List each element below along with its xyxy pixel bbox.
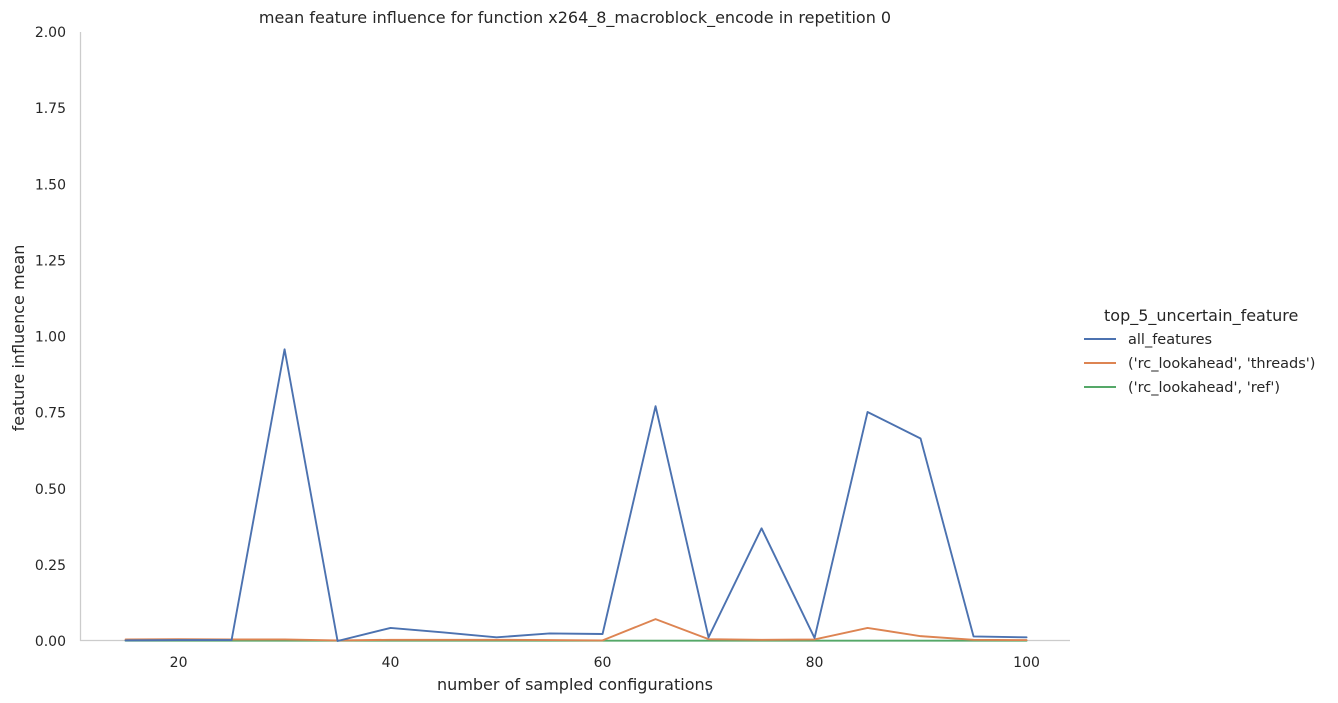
x-ticks: 20 40 60 80 100 — [170, 655, 1040, 671]
y-tick-label: 1.50 — [35, 177, 66, 193]
y-tick-label: 2.00 — [35, 25, 66, 41]
x-tick-label: 20 — [170, 655, 188, 671]
legend-label: all_features — [1128, 332, 1212, 348]
x-tick-label: 40 — [382, 655, 400, 671]
legend-title: top_5_uncertain_feature — [1104, 306, 1298, 326]
legend-items: all_features ('rc_lookahead', 'threads') (… — [1084, 332, 1315, 396]
series-line — [124, 618, 1028, 642]
y-tick-label: 1.75 — [35, 101, 66, 117]
x-tick-label: 80 — [806, 655, 824, 671]
axes — [79, 32, 1070, 642]
y-tick-label: 0.50 — [35, 482, 66, 498]
chart-title: mean feature influence for function x264… — [259, 8, 891, 28]
legend: top_5_uncertain_feature all_features ('rc… — [1084, 306, 1315, 396]
x-tick-label: 100 — [1013, 655, 1040, 671]
y-tick-label: 0.00 — [35, 634, 66, 650]
y-tick-label: 1.25 — [35, 253, 66, 269]
series-lines — [124, 348, 1028, 642]
x-tick-label: 60 — [594, 655, 612, 671]
y-tick-label: 1.00 — [35, 330, 66, 346]
y-ticks: 0.00 0.25 0.50 0.75 1.00 1.25 1.50 1.75 2.00 — [35, 25, 66, 650]
x-axis-label: number of sampled configurations — [437, 675, 713, 694]
legend-label: ('rc_lookahead', 'ref') — [1128, 380, 1280, 396]
series-line — [124, 348, 1028, 642]
y-tick-label: 0.75 — [35, 406, 66, 422]
legend-label: ('rc_lookahead', 'threads') — [1128, 356, 1315, 372]
y-axis-label: feature influence mean — [9, 245, 28, 432]
y-tick-label: 0.25 — [35, 558, 66, 574]
